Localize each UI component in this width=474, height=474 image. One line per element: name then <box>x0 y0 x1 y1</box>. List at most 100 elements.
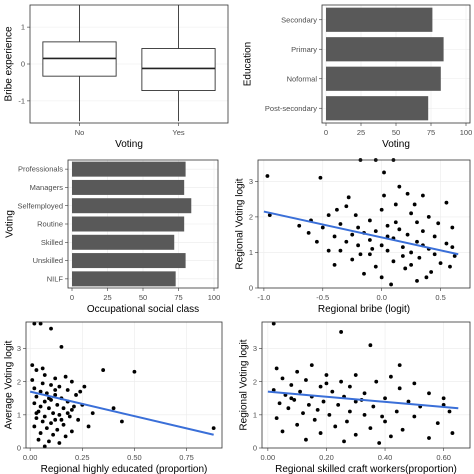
p2-y-tick-label: Secondary <box>281 15 317 24</box>
p6-x-tick-label: 0.60 <box>436 453 451 462</box>
p3-bar-managers <box>72 179 185 195</box>
p4-data-point <box>373 264 378 269</box>
p3-y-tick-label: Managers <box>30 183 64 192</box>
p6-data-point <box>298 389 302 394</box>
p4-y-tick-label: 2 <box>249 212 253 221</box>
p6-data-point <box>280 429 285 434</box>
p5-data-point <box>53 376 58 381</box>
p4-data-point <box>350 257 355 262</box>
p2-bar-secondary <box>326 7 433 32</box>
p5-data-point <box>53 388 58 392</box>
p3-bar-unskilled <box>72 253 186 269</box>
p6-data-point <box>345 419 349 424</box>
p6-data-point <box>333 424 338 429</box>
p5-data-point <box>78 389 83 394</box>
p1-x-tick-label: Yes <box>172 128 184 137</box>
p5-data-point <box>61 422 66 427</box>
p5-data-point <box>111 406 116 411</box>
p4-data-point <box>320 225 325 230</box>
p5-data-point <box>65 411 70 416</box>
p2-bar-post-secondary <box>326 96 429 121</box>
p5-data-point <box>49 326 53 331</box>
p4-plot-border <box>257 159 471 289</box>
p5-data-point <box>38 321 43 326</box>
p5-x-tick-label: 0.00 <box>23 453 38 462</box>
p4-data-point <box>409 262 414 267</box>
p5-data-point <box>42 444 47 449</box>
p2-plot-border <box>321 4 471 124</box>
p4-data-point <box>267 213 272 218</box>
p3-plot-border <box>67 159 219 289</box>
p5-data-point <box>82 384 87 389</box>
p6-data-point <box>347 384 352 389</box>
p1-y-axis-label: Bribe experience <box>4 26 15 101</box>
p4-data-point <box>424 275 429 280</box>
p5-data-point <box>40 366 45 371</box>
p4-data-point <box>344 239 349 244</box>
p5-data-point <box>47 396 51 401</box>
p5-data-point <box>32 386 37 391</box>
p5-data-point <box>69 407 74 412</box>
p3-y-tick-label: Unskilled <box>33 256 63 265</box>
p6-data-point <box>330 389 335 394</box>
p6-data-point <box>315 407 320 412</box>
p1-y-tick-label: 0 <box>21 60 25 69</box>
p6-data-point <box>304 378 308 382</box>
p6-data-point <box>304 437 308 442</box>
p5-data-point <box>61 406 66 411</box>
p5-data-point <box>57 412 62 417</box>
p4-x-axis-label: Regional bribe (logit) <box>318 304 410 315</box>
p5-data-point <box>44 426 49 431</box>
p6-y-tick-label: 1 <box>253 410 257 419</box>
p6-data-point <box>295 422 300 427</box>
p6-data-point <box>353 399 358 404</box>
p4-trend-line <box>263 210 459 256</box>
p4-data-point <box>405 232 410 237</box>
p4-data-point <box>318 175 323 180</box>
p4-data-point <box>326 248 331 253</box>
p6-data-point <box>318 384 323 389</box>
p6-data-point <box>339 330 343 334</box>
p4-data-point <box>436 221 441 226</box>
p4-data-point <box>391 259 396 264</box>
p6-data-point <box>280 376 285 381</box>
p6-data-point <box>377 441 382 445</box>
p2-bar-noformal <box>326 66 441 91</box>
p4-data-point <box>452 254 457 258</box>
p4-data-point <box>444 200 449 205</box>
p4-data-point <box>379 243 384 248</box>
p5-y-axis-label: Average Voting logit <box>4 340 15 429</box>
p4-x-tick-label: 0.5 <box>435 293 445 302</box>
p5-x-tick-label: 0.50 <box>127 453 142 462</box>
p6-trend-line <box>267 390 459 410</box>
p6-data-point <box>353 373 358 377</box>
p4-data-point <box>379 275 384 280</box>
p6-data-point <box>368 343 373 348</box>
p6-data-point <box>397 363 402 368</box>
p4-data-point <box>338 222 343 226</box>
p4-data-point <box>385 223 390 228</box>
p5-data-point <box>74 393 78 397</box>
p3-x-tick-label: 50 <box>139 293 147 302</box>
p3-x-tick-label: 75 <box>174 293 182 302</box>
p4-data-point <box>297 223 302 228</box>
p6-data-point <box>286 406 291 411</box>
p6-data-point <box>339 379 343 384</box>
p5-data-point <box>76 417 81 422</box>
p6-data-point <box>324 381 329 386</box>
p4-data-point <box>429 270 434 274</box>
p4-data-point <box>346 195 351 200</box>
p6-data-point <box>309 363 314 368</box>
p5-data-point <box>34 416 39 421</box>
p1-y-tick-label: -1 <box>18 96 25 105</box>
p6-data-point <box>289 383 294 387</box>
p5-data-point <box>53 417 58 422</box>
p6-data-point <box>362 412 367 417</box>
p6-x-tick-label: 0.00 <box>261 453 276 462</box>
p5-data-point <box>72 404 76 409</box>
p6-data-point <box>277 401 282 406</box>
p4-data-point <box>420 229 425 234</box>
p4-data-point <box>379 207 384 212</box>
p5-x-tick-label: 0.75 <box>179 453 194 462</box>
p5-data-point <box>42 414 47 419</box>
